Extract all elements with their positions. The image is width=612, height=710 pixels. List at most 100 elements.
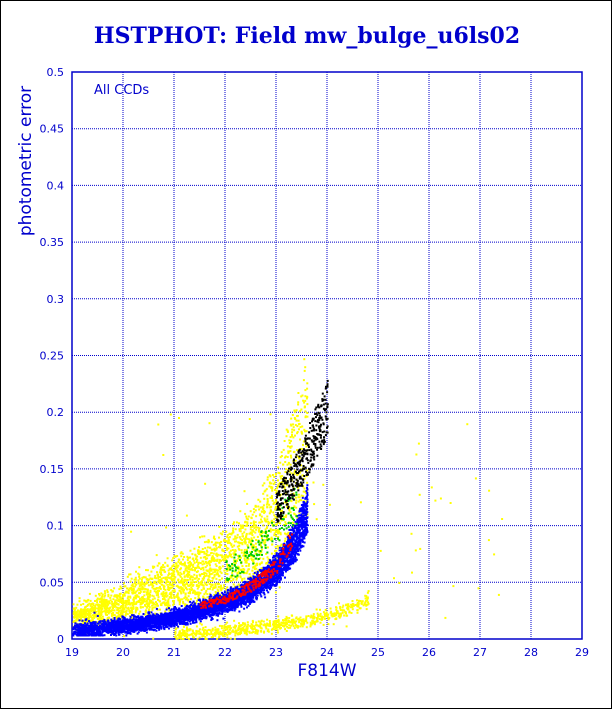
data-point: [205, 590, 207, 592]
data-point: [216, 638, 218, 640]
data-point: [199, 622, 201, 624]
data-point: [77, 614, 79, 616]
data-point: [228, 541, 230, 543]
data-point: [157, 594, 159, 596]
data-point: [181, 598, 183, 600]
data-point: [275, 622, 277, 624]
data-point: [96, 599, 98, 601]
data-point: [127, 596, 129, 598]
data-point: [107, 595, 109, 597]
data-point: [168, 607, 170, 609]
data-point: [172, 604, 174, 606]
data-point: [305, 615, 307, 617]
data-point: [343, 615, 345, 617]
data-point: [130, 531, 132, 533]
data-point: [298, 423, 300, 425]
data-point: [211, 552, 213, 554]
data-point: [306, 416, 308, 418]
data-point: [87, 614, 89, 616]
data-point: [166, 603, 168, 605]
data-point: [348, 611, 350, 613]
data-point: [207, 546, 209, 548]
data-point: [329, 504, 331, 506]
data-point: [274, 516, 276, 518]
data-point: [221, 627, 223, 629]
data-point: [319, 609, 321, 611]
data-point: [114, 603, 116, 605]
data-point: [242, 535, 244, 537]
data-point: [280, 533, 282, 535]
data-point: [310, 615, 312, 617]
data-point: [257, 499, 259, 501]
data-point: [252, 567, 254, 569]
data-point: [300, 499, 302, 501]
data-point: [150, 602, 152, 604]
data-point: [161, 604, 163, 606]
data-point: [366, 608, 368, 610]
data-point: [125, 613, 127, 615]
data-point: [176, 585, 178, 587]
data-point: [300, 409, 302, 411]
data-point: [111, 601, 113, 603]
data-point: [290, 511, 292, 513]
data-point: [84, 606, 86, 608]
data-point: [297, 496, 299, 498]
data-point: [132, 589, 134, 591]
data-point: [269, 506, 271, 508]
data-point: [243, 578, 245, 580]
data-point: [188, 574, 190, 576]
data-point: [218, 575, 220, 577]
data-point: [274, 509, 276, 511]
data-point: [255, 546, 257, 548]
data-point: [138, 566, 140, 568]
data-point: [292, 621, 294, 623]
data-point: [290, 447, 292, 449]
data-point: [286, 616, 288, 618]
data-point: [338, 612, 340, 614]
data-point: [212, 630, 214, 632]
data-point: [97, 615, 99, 617]
data-point: [119, 608, 121, 610]
data-point: [279, 625, 281, 627]
data-point: [104, 595, 106, 597]
data-point: [143, 582, 145, 584]
data-point: [170, 587, 172, 589]
data-point: [159, 586, 161, 588]
data-point: [340, 613, 342, 615]
data-point: [188, 595, 190, 597]
data-point: [306, 626, 308, 628]
data-point: [221, 572, 223, 574]
data-point: [302, 444, 304, 446]
data-point: [119, 586, 121, 588]
data-point: [256, 563, 258, 565]
data-point: [165, 577, 167, 579]
data-point: [204, 551, 206, 553]
data-point: [203, 631, 205, 633]
data-point: [215, 586, 217, 588]
data-point: [221, 554, 223, 556]
data-point: [213, 557, 215, 559]
data-point: [206, 584, 208, 586]
data-point: [261, 510, 263, 512]
data-point: [431, 486, 433, 488]
data-point: [253, 508, 255, 510]
data-point: [319, 615, 321, 617]
data-point: [253, 521, 255, 523]
data-point: [301, 448, 303, 450]
data-point: [182, 563, 184, 565]
data-point: [238, 548, 240, 550]
data-point: [189, 628, 191, 630]
data-point: [209, 573, 211, 575]
data-point: [116, 609, 118, 611]
data-point: [238, 627, 240, 629]
data-point: [267, 498, 269, 500]
data-point: [306, 382, 308, 384]
data-point: [277, 632, 279, 634]
data-point: [173, 595, 175, 597]
data-point: [144, 598, 146, 600]
data-point: [76, 620, 78, 622]
data-point: [89, 593, 91, 595]
data-point: [224, 540, 226, 542]
data-point: [230, 627, 232, 629]
data-point: [264, 541, 266, 543]
